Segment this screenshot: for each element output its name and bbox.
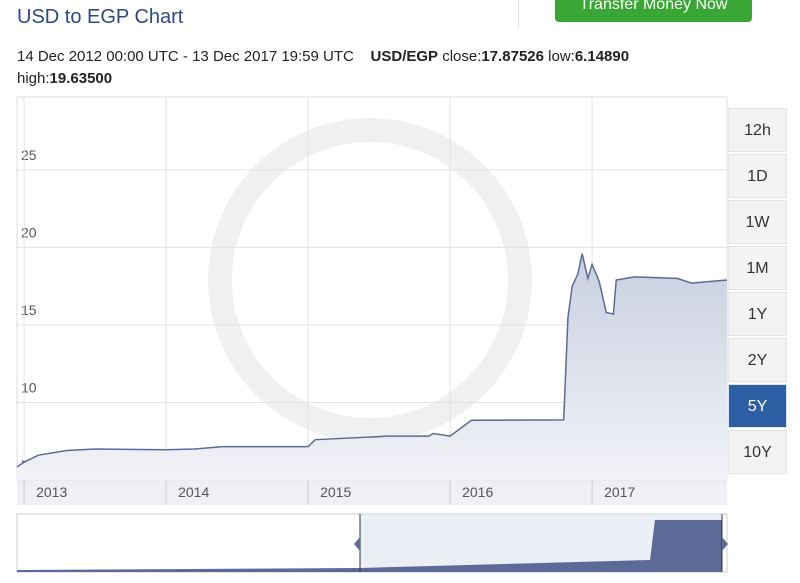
transfer-button[interactable]: Transfer Money Now xyxy=(555,0,752,22)
y-tick-label: 15 xyxy=(21,302,37,318)
x-axis-band xyxy=(17,480,727,505)
high-value: 19.63500 xyxy=(49,70,113,87)
y-tick-label: 25 xyxy=(21,147,37,163)
x-tick-label: 2016 xyxy=(462,484,493,500)
close-value: 17.87526 xyxy=(481,48,544,65)
line xyxy=(16,253,728,468)
x-tick-label: 2013 xyxy=(36,484,67,500)
range-button[interactable]: 5Y xyxy=(728,384,787,428)
high-label: high: xyxy=(17,70,50,87)
close-label: close: xyxy=(442,48,482,65)
info-line: 14 Dec 2012 00:00 UTC - 13 Dec 2017 19:5… xyxy=(17,48,629,65)
y-tick-label: 10 xyxy=(21,379,37,395)
pair: USD/EGP xyxy=(370,48,439,65)
divider xyxy=(518,0,519,28)
range-button[interactable]: 1W xyxy=(728,200,787,244)
navigator xyxy=(16,513,728,573)
range-button[interactable]: 1D xyxy=(728,154,787,198)
range-button[interactable]: 12h xyxy=(728,108,787,152)
range-button[interactable]: 10Y xyxy=(728,430,787,474)
watermark xyxy=(208,118,532,442)
x-tick-label: 2017 xyxy=(604,484,635,500)
range-text: 14 Dec 2012 00:00 UTC - 13 Dec 2017 19:5… xyxy=(17,48,354,65)
area-fill xyxy=(17,253,727,480)
page-title: USD to EGP Chart xyxy=(17,6,184,28)
low-value: 6.14890 xyxy=(574,48,630,65)
low-label: low: xyxy=(548,48,575,65)
x-tick-label: 2014 xyxy=(178,484,209,500)
range-button[interactable]: 1Y xyxy=(728,292,787,336)
range-button[interactable]: 2Y xyxy=(728,338,787,382)
x-tick-label: 2015 xyxy=(320,484,351,500)
y-tick-label: 20 xyxy=(21,224,37,240)
high-line: high:19.63500 xyxy=(17,70,112,87)
range-button[interactable]: 1M xyxy=(728,246,787,290)
